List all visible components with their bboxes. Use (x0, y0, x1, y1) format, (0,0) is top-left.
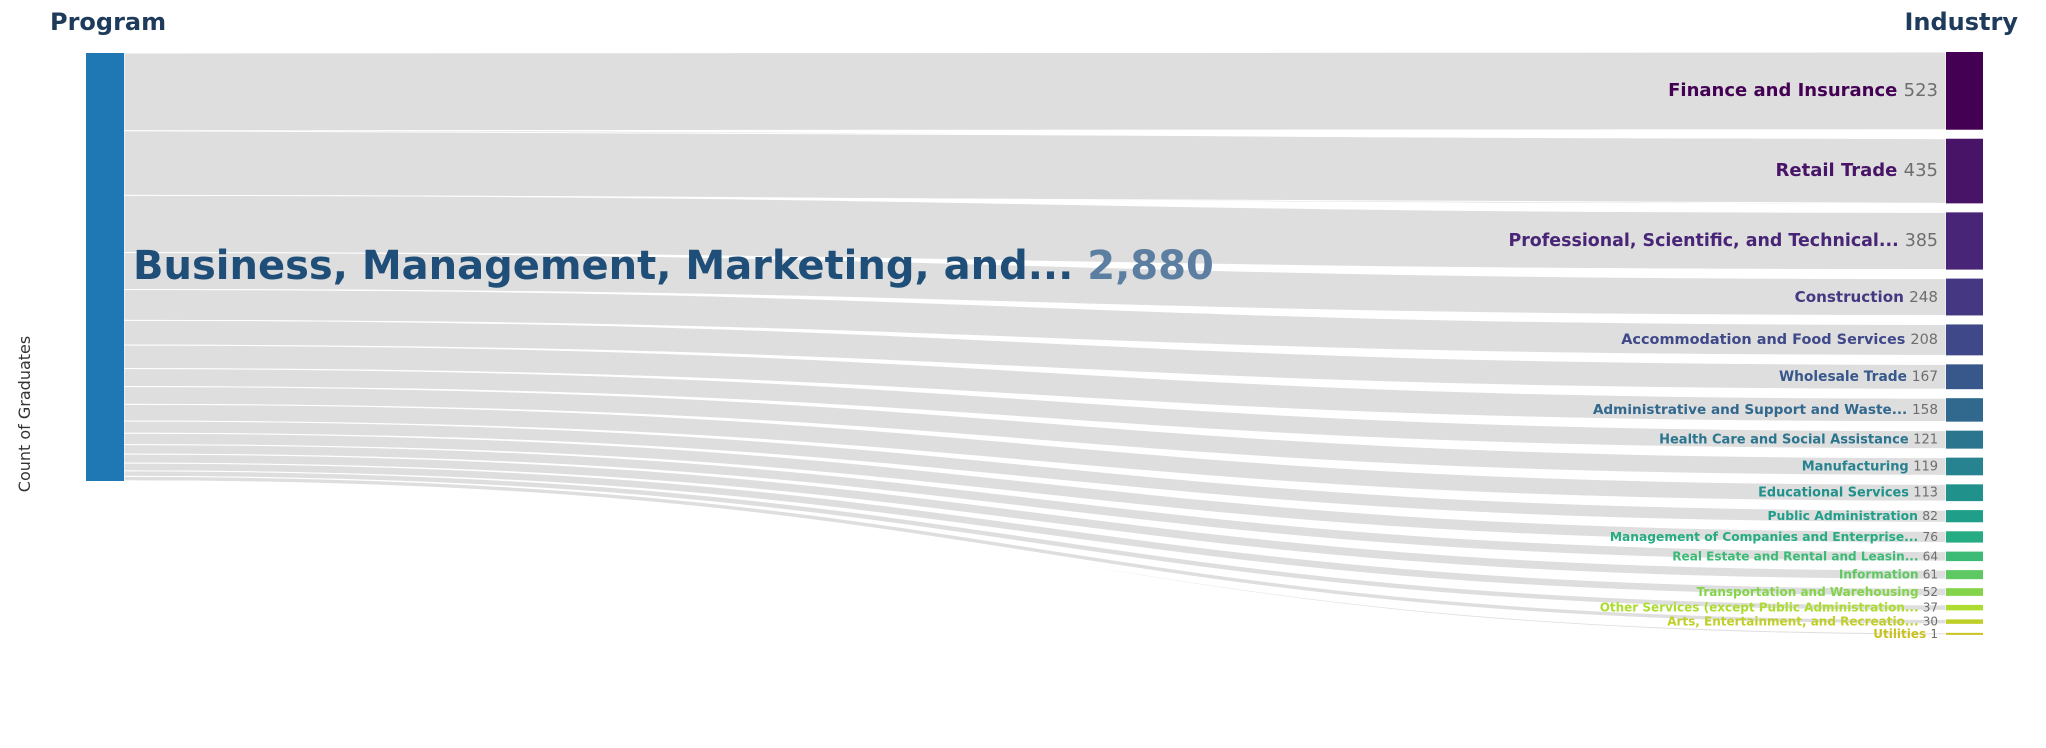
target-name: Utilities (1873, 626, 1930, 640)
target-name: Finance and Insurance (1668, 80, 1904, 101)
target-label-health-care-and-social-assistance: Health Care and Social Assistance 121 (1659, 432, 1938, 447)
target-value: 37 (1923, 600, 1938, 614)
target-node-professional-scientific-and-technical (1946, 212, 1983, 270)
target-value: 1 (1930, 626, 1938, 640)
target-value: 158 (1912, 402, 1938, 418)
target-value: 82 (1922, 509, 1938, 523)
target-name: Transportation and Warehousing (1696, 585, 1922, 599)
link-professional-scientific-and-technical (123, 194, 1947, 271)
link-information (123, 453, 1947, 580)
target-label-utilities: Utilities 1 (1873, 626, 1938, 640)
y-axis-label: Count of Graduates (15, 336, 34, 492)
target-node-management-of-companies-and-enterprise (1946, 531, 1983, 543)
target-label-information: Information 61 (1839, 567, 1938, 581)
target-value: 76 (1922, 529, 1938, 543)
target-node-accommodation-and-food-services (1946, 324, 1983, 356)
link-public-administration (123, 420, 1947, 523)
link-health-care-and-social-assistance (123, 368, 1947, 450)
target-label-administrative-and-support-and-waste: Administrative and Support and Waste... … (1593, 402, 1938, 418)
target-value: 523 (1904, 80, 1938, 101)
target-node-other-services-except-public-administration (1946, 604, 1983, 611)
target-label-public-administration: Public Administration 82 (1767, 509, 1938, 523)
target-label-finance-and-insurance: Finance and Insurance 523 (1668, 80, 1938, 101)
target-name: Educational Services (1758, 485, 1913, 500)
target-name: Retail Trade (1776, 160, 1904, 181)
target-value: 64 (1923, 549, 1938, 563)
target-value: 167 (1912, 369, 1938, 385)
target-name: Management of Companies and Enterprise..… (1610, 529, 1923, 543)
target-name: Public Administration (1767, 509, 1922, 523)
source-label: Business, Management, Marketing, and... … (133, 243, 1214, 289)
target-label-retail-trade: Retail Trade 435 (1776, 160, 1938, 181)
target-label-other-services-except-public-administration: Other Services (except Public Administra… (1600, 600, 1938, 614)
sankey-links (123, 51, 1947, 636)
target-name: Health Care and Social Assistance (1659, 432, 1913, 447)
target-name: Other Services (except Public Administra… (1600, 600, 1923, 614)
target-name: Wholesale Trade (1779, 369, 1912, 385)
target-node-wholesale-trade (1946, 364, 1983, 390)
target-name: Real Estate and Rental and Leasin... (1672, 549, 1922, 563)
link-educational-services (123, 403, 1947, 502)
target-node-administrative-and-support-and-waste (1946, 398, 1983, 422)
target-node-manufacturing (1946, 457, 1983, 476)
target-node-arts-entertainment-and-recreatio (1946, 619, 1983, 624)
source-column-title: Program (50, 8, 166, 36)
target-value: 113 (1913, 485, 1938, 500)
target-node-real-estate-and-rental-and-leasin (1946, 551, 1983, 562)
target-column-title: Industry (1904, 8, 2018, 36)
source-value: 2,880 (1087, 243, 1214, 289)
target-value: 52 (1923, 585, 1938, 599)
target-value: 248 (1909, 288, 1938, 306)
target-label-management-of-companies-and-enterprise: Management of Companies and Enterprise..… (1610, 529, 1938, 543)
target-label-educational-services: Educational Services 113 (1758, 485, 1938, 500)
link-manufacturing (123, 386, 1947, 476)
target-label-arts-entertainment-and-recreatio: Arts, Entertainment, and Recreatio... 30 (1667, 614, 1938, 628)
source-name: Business, Management, Marketing, and... (133, 243, 1087, 289)
target-value: 30 (1923, 614, 1938, 628)
link-retail-trade (123, 130, 1947, 204)
link-finance-and-insurance (123, 51, 1947, 132)
target-label-professional-scientific-and-technical: Professional, Scientific, and Technical.… (1508, 231, 1938, 251)
target-label-accommodation-and-food-services: Accommodation and Food Services 208 (1621, 332, 1938, 348)
target-name: Professional, Scientific, and Technical.… (1508, 231, 1904, 251)
target-label-real-estate-and-rental-and-leasin: Real Estate and Rental and Leasin... 64 (1672, 549, 1938, 563)
target-node-utilities (1946, 632, 1983, 635)
target-node-finance-and-insurance (1946, 52, 1983, 130)
target-name: Manufacturing (1802, 459, 1914, 474)
target-node-information (1946, 570, 1983, 580)
target-name: Accommodation and Food Services (1621, 332, 1910, 348)
target-node-educational-services (1946, 484, 1983, 502)
target-name: Construction (1795, 288, 1910, 306)
target-value: 385 (1905, 231, 1938, 251)
source-node (86, 53, 124, 481)
target-name: Arts, Entertainment, and Recreatio... (1667, 614, 1923, 628)
sankey-nodes (86, 52, 1983, 635)
target-label-manufacturing: Manufacturing 119 (1802, 459, 1938, 474)
target-node-retail-trade (1946, 138, 1983, 204)
target-value: 119 (1913, 459, 1938, 474)
sankey-labels: Finance and Insurance 523 Retail Trade 43… (133, 80, 1938, 640)
target-name: Administrative and Support and Waste... (1593, 402, 1912, 418)
target-node-transportation-and-warehousing (1946, 588, 1983, 596)
target-label-wholesale-trade: Wholesale Trade 167 (1779, 369, 1938, 385)
target-label-construction: Construction 248 (1795, 288, 1938, 306)
target-name: Information (1839, 567, 1923, 581)
target-node-health-care-and-social-assistance (1946, 430, 1983, 449)
target-value: 61 (1923, 567, 1938, 581)
target-node-construction (1946, 278, 1983, 316)
target-value: 208 (1910, 332, 1938, 348)
target-label-transportation-and-warehousing: Transportation and Warehousing 52 (1696, 585, 1938, 599)
target-node-public-administration (1946, 510, 1983, 523)
target-value: 435 (1904, 160, 1938, 181)
target-value: 121 (1913, 432, 1938, 447)
